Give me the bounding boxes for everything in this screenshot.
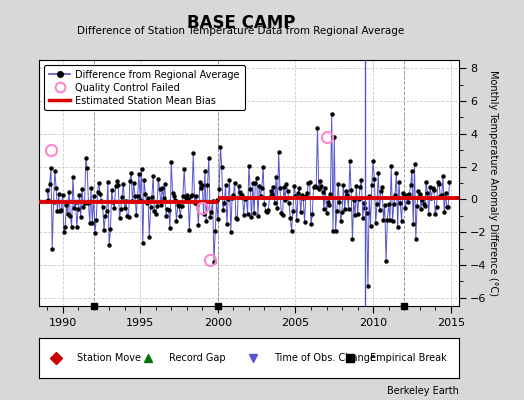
Y-axis label: Monthly Temperature Anomaly Difference (°C): Monthly Temperature Anomaly Difference (… <box>488 70 498 296</box>
Text: Time of Obs. Change: Time of Obs. Change <box>274 353 376 363</box>
Text: Difference of Station Temperature Data from Regional Average: Difference of Station Temperature Data f… <box>78 26 405 36</box>
Text: Record Gap: Record Gap <box>169 353 226 363</box>
Text: Empirical Break: Empirical Break <box>370 353 447 363</box>
Text: Station Move: Station Move <box>77 353 141 363</box>
Text: BASE CAMP: BASE CAMP <box>187 14 295 32</box>
Legend: Difference from Regional Average, Quality Control Failed, Estimated Station Mean: Difference from Regional Average, Qualit… <box>44 65 245 110</box>
Text: Berkeley Earth: Berkeley Earth <box>387 386 458 396</box>
